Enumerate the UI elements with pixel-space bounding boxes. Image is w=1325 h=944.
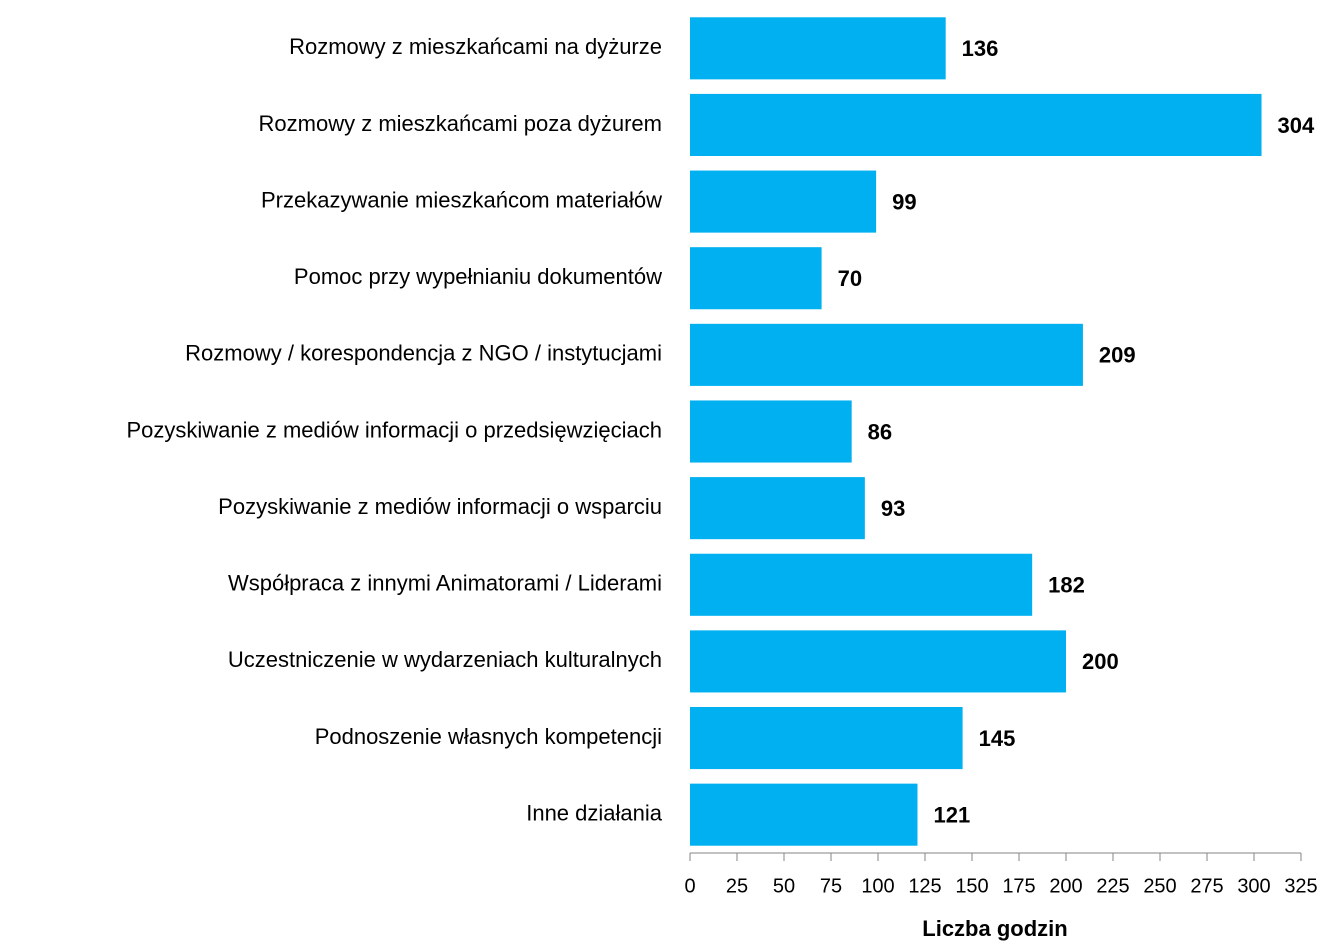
x-tick-label: 175 <box>1002 875 1035 897</box>
value-label: 93 <box>881 496 905 521</box>
bar <box>690 247 822 310</box>
value-label: 209 <box>1099 343 1136 368</box>
x-tick-label: 325 <box>1284 875 1317 897</box>
y-tick-label: Pozyskiwanie z mediów informacji o wspar… <box>218 494 662 519</box>
value-label: 70 <box>838 266 862 291</box>
bar <box>690 707 963 770</box>
x-tick-label: 0 <box>684 875 695 897</box>
x-tick-label: 75 <box>820 875 842 897</box>
x-tick-label: 25 <box>726 875 748 897</box>
bar <box>690 477 865 540</box>
x-tick-label: 125 <box>908 875 941 897</box>
bar <box>690 783 918 846</box>
x-axis-title: Liczba godzin <box>922 916 1067 941</box>
value-label: 200 <box>1082 649 1119 674</box>
bar <box>690 323 1083 386</box>
bar <box>690 630 1066 693</box>
y-tick-label: Rozmowy z mieszkańcami poza dyżurem <box>259 111 662 136</box>
x-tick-label: 275 <box>1190 875 1223 897</box>
value-label: 145 <box>979 726 1016 751</box>
y-tick-label: Rozmowy z mieszkańcami na dyżurze <box>289 34 662 59</box>
y-tick-label: Inne działania <box>526 800 663 825</box>
y-tick-label: Pomoc przy wypełnianiu dokumentów <box>294 264 662 289</box>
y-tick-label: Pozyskiwanie z mediów informacji o przed… <box>126 417 662 442</box>
value-label: 182 <box>1048 573 1085 598</box>
value-label: 304 <box>1278 113 1315 138</box>
bar <box>690 93 1262 156</box>
x-tick-label: 300 <box>1237 875 1270 897</box>
bar <box>690 17 946 80</box>
value-label: 121 <box>933 802 970 827</box>
value-label: 136 <box>962 36 999 61</box>
value-label: 86 <box>868 419 892 444</box>
x-tick-label: 225 <box>1096 875 1129 897</box>
bar <box>690 400 852 463</box>
x-tick-label: 150 <box>955 875 988 897</box>
x-tick-label: 50 <box>773 875 795 897</box>
y-tick-label: Uczestniczenie w wydarzeniach kulturalny… <box>228 647 662 672</box>
x-tick-label: 200 <box>1049 875 1082 897</box>
y-tick-label: Współpraca z innymi Animatorami / Lidera… <box>228 571 662 596</box>
value-label: 99 <box>892 189 916 214</box>
y-tick-label: Podnoszenie własnych kompetencji <box>315 724 662 749</box>
x-tick-label: 100 <box>861 875 894 897</box>
bar <box>690 553 1033 616</box>
y-tick-label: Rozmowy / korespondencja z NGO / instytu… <box>185 341 662 366</box>
y-tick-label: Przekazywanie mieszkańcom materiałów <box>261 187 662 212</box>
bar <box>690 170 877 233</box>
x-tick-label: 250 <box>1143 875 1176 897</box>
